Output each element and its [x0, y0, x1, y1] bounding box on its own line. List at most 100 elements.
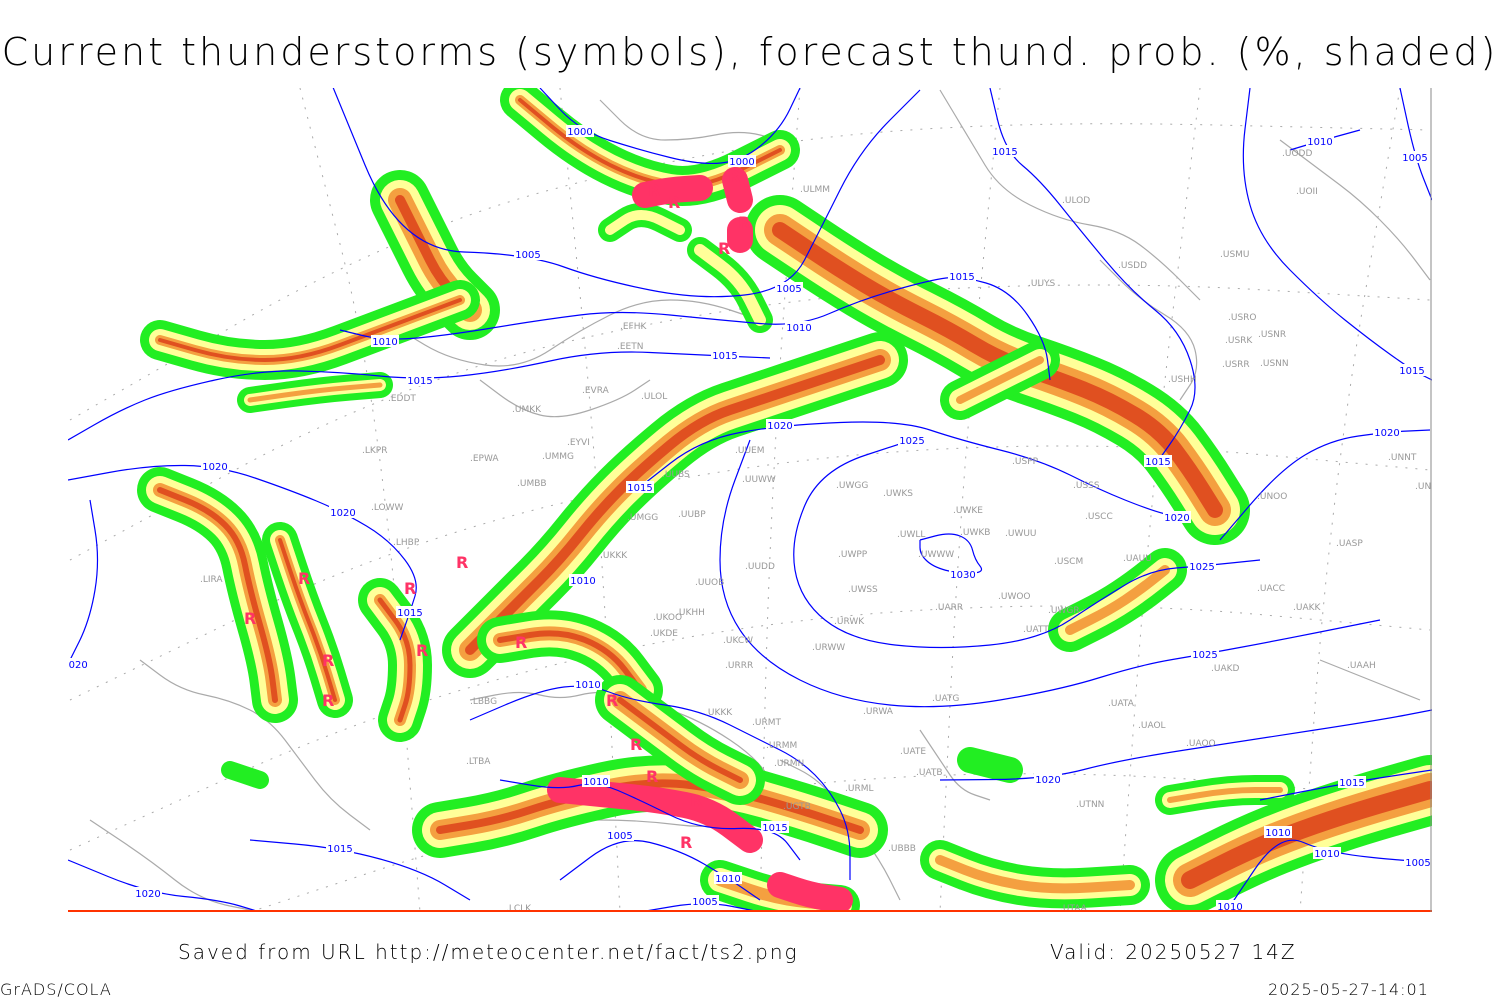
station-label: .URMM — [766, 741, 797, 751]
storm-area — [1155, 755, 1432, 912]
station-label: .EDDT — [388, 394, 416, 404]
isobar-value: 1015 — [712, 351, 737, 362]
isobar-label-bg — [1398, 364, 1426, 376]
isobar-label-bg — [775, 282, 803, 294]
isobar-label: 1010 — [785, 321, 813, 334]
isobar-value: 1020 — [330, 508, 355, 519]
software-credit: GrADS/COLA — [0, 980, 112, 999]
isobar-label-bg — [949, 568, 977, 580]
isobar-value: 1010 — [1307, 137, 1332, 148]
station-label: .UBBB — [888, 844, 916, 854]
probability-band-very-high — [158, 298, 462, 362]
isobar-label: 1015 — [761, 821, 789, 834]
station-label: .USPP — [1012, 457, 1039, 467]
isobar-label-bg — [566, 125, 594, 137]
isobar-label-bg — [766, 419, 794, 431]
isobar-line — [989, 88, 1196, 462]
storm-area — [940, 340, 1060, 420]
storm-area — [262, 522, 353, 718]
station-label: .UMGG — [627, 513, 658, 523]
station-label: .UARR — [935, 603, 963, 613]
coastline — [939, 89, 1201, 301]
station-label: .UATG — [932, 694, 959, 704]
coastline — [399, 299, 761, 367]
isobar-label-bg — [898, 434, 926, 446]
station-label: .UUBS — [662, 470, 690, 480]
isobar-value: 1020 — [1164, 513, 1189, 524]
station-label: .USDD — [1118, 261, 1147, 271]
isobar-value: 1025 — [1189, 562, 1214, 573]
isobar-label: 1010 — [574, 678, 602, 691]
isobar-value: 1025 — [1192, 650, 1217, 661]
storm-area — [1155, 775, 1295, 815]
isobar-label-bg — [1144, 455, 1172, 467]
probability-band-very-high — [617, 697, 743, 783]
isobar-value: 1015 — [407, 376, 432, 387]
station-label: .UMBB — [517, 479, 547, 489]
isobar-label: 1010 — [1306, 135, 1334, 148]
isobar-label-bg — [514, 248, 542, 260]
station-label: .UAKD — [1211, 664, 1240, 674]
isobar-value: 1005 — [1402, 153, 1427, 164]
probability-band-high — [956, 356, 1044, 404]
thunderstorm-symbol-icon: R — [322, 691, 334, 710]
station-label: .UKKK — [705, 708, 733, 718]
probability-band-high — [1065, 565, 1170, 635]
isobar-label: 1005 — [691, 895, 719, 908]
station-label: .URWA — [863, 707, 894, 717]
thunderstorm-symbol-icon: R — [646, 767, 658, 786]
isobar-value: 1030 — [950, 570, 975, 581]
probability-shading — [137, 88, 1432, 912]
station-label: .UATA — [1108, 699, 1135, 709]
station-label: .UAAH — [1347, 661, 1376, 671]
coastline — [599, 99, 781, 141]
isobar-label: 1015 — [1338, 776, 1366, 789]
isobar-label: 1015 — [991, 145, 1019, 158]
isobar-label-bg — [1216, 900, 1244, 912]
isobar-label-bg — [574, 678, 602, 690]
isobar-line — [939, 709, 1432, 781]
probability-band-high — [247, 382, 383, 403]
generation-timestamp: 2025-05-27-14:01 — [1268, 980, 1429, 999]
station-label: .USRO — [1228, 313, 1257, 323]
thunderstorm-symbol-icon: R — [718, 239, 730, 258]
isobar-label: 1005 — [1401, 151, 1429, 164]
isobar-label-bg — [1191, 648, 1219, 660]
isobar-label-bg — [201, 460, 229, 472]
isobar-label-bg — [569, 574, 597, 586]
isobar-value: 1005 — [515, 250, 540, 261]
isobar-line — [639, 421, 1178, 518]
isobar-value: 1015 — [1339, 778, 1364, 789]
station-label: .UAOL — [1138, 721, 1166, 731]
station-label: .USCM — [1054, 557, 1083, 567]
isobar-value: 1005 — [692, 897, 717, 908]
isobar-value: 1015 — [327, 844, 352, 855]
station-label: .USNR — [1258, 330, 1286, 340]
isobar-label: 1020 — [134, 887, 162, 900]
station-label: .UWPP — [838, 550, 868, 560]
station-label: .USHH — [1168, 375, 1197, 385]
isobar-value: 1005 — [776, 284, 801, 295]
isobar-label-bg — [691, 895, 719, 907]
isobar-line — [793, 439, 1261, 649]
station-label: .UGTB — [783, 802, 811, 812]
station-label: .LIRA — [200, 575, 223, 585]
isobar-label: 1010 — [582, 775, 610, 788]
isobar-label-bg — [761, 821, 789, 833]
isobar-value: 1015 — [1145, 457, 1170, 468]
probability-band-very-high — [278, 538, 337, 702]
station-label: .UWKS — [883, 489, 913, 499]
isobar-label-bg — [329, 506, 357, 518]
isobar-value: 1010 — [786, 323, 811, 334]
station-label: .UWLL — [897, 530, 925, 540]
station-label: .UUEM — [735, 446, 765, 456]
isobar-label-bg — [1313, 847, 1341, 859]
station-label: .ULMM — [800, 185, 830, 195]
coastline — [919, 729, 991, 801]
isobar-label: 1005 — [514, 248, 542, 261]
isobar-label: 1010 — [1264, 826, 1292, 839]
isobar-label-bg — [1163, 511, 1191, 523]
probability-band-very-high — [1181, 781, 1432, 889]
thunderstorm-symbol-icon: R — [322, 651, 334, 670]
